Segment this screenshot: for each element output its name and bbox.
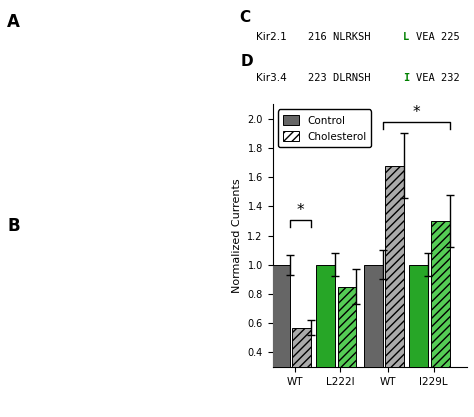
Text: *: * (412, 106, 420, 121)
Text: Kir2.1: Kir2.1 (256, 32, 287, 42)
Text: I: I (403, 73, 409, 83)
Text: 223 DLRNSH: 223 DLRNSH (308, 73, 371, 83)
Legend: Control, Cholesterol: Control, Cholesterol (278, 109, 372, 147)
Text: B: B (7, 217, 20, 235)
Bar (316, 265, 335, 411)
Bar (337, 287, 356, 411)
Bar (292, 328, 311, 411)
Text: C: C (239, 10, 250, 25)
Text: Kir3.4: Kir3.4 (256, 73, 287, 83)
Bar (431, 221, 450, 411)
Text: *: * (297, 203, 304, 218)
Text: L: L (403, 32, 409, 42)
Text: VEA 232: VEA 232 (416, 73, 460, 83)
Bar (271, 265, 290, 411)
Text: A: A (7, 13, 20, 30)
Text: 216 NLRKSH: 216 NLRKSH (308, 32, 371, 42)
Bar (385, 166, 404, 411)
Bar (364, 265, 383, 411)
Text: D: D (240, 54, 253, 69)
Text: VEA 225: VEA 225 (416, 32, 460, 42)
Y-axis label: Normalized Currents: Normalized Currents (232, 178, 242, 293)
Bar (410, 265, 428, 411)
